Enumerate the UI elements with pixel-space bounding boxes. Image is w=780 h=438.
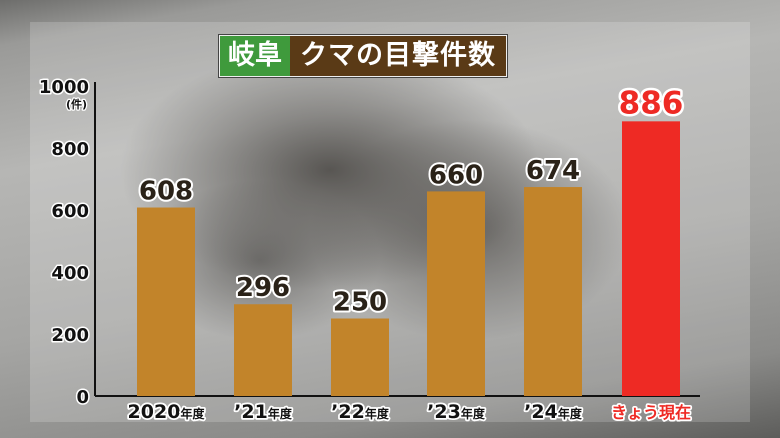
x-tick-label: きょう現在	[611, 403, 691, 422]
data-label: 250	[333, 288, 387, 318]
x-tick-label: ’23年度	[427, 401, 486, 423]
chart-title: 岐阜 クマの目撃件数	[219, 35, 507, 77]
x-tick-label: ’21年度	[234, 401, 293, 423]
data-label: 296	[236, 273, 290, 303]
y-tick-label: 0	[76, 387, 89, 408]
y-axis-unit: (件)	[66, 97, 87, 111]
y-tick-label: 1000	[39, 77, 89, 98]
y-tick-label: 200	[51, 325, 89, 346]
bar-0	[137, 207, 195, 396]
x-tick-label: ’22年度	[331, 401, 390, 423]
bar-5	[622, 121, 680, 396]
data-label: 674	[526, 156, 580, 186]
bar-2	[331, 318, 389, 396]
x-tick-label: 2020年度	[128, 401, 206, 423]
x-tick-label: ’24年度	[524, 401, 583, 423]
bar-1	[234, 304, 292, 396]
bar-3	[427, 191, 485, 396]
y-tick-label: 800	[51, 139, 89, 160]
data-label: 608	[139, 177, 193, 207]
y-tick-label: 600	[51, 201, 89, 222]
data-label: 660	[429, 160, 483, 190]
title-prefecture: 岐阜	[220, 36, 290, 76]
y-tick-label: 400	[51, 263, 89, 284]
title-text: クマの目撃件数	[290, 36, 506, 76]
data-label: 886	[619, 85, 684, 121]
bar-4	[524, 187, 582, 396]
